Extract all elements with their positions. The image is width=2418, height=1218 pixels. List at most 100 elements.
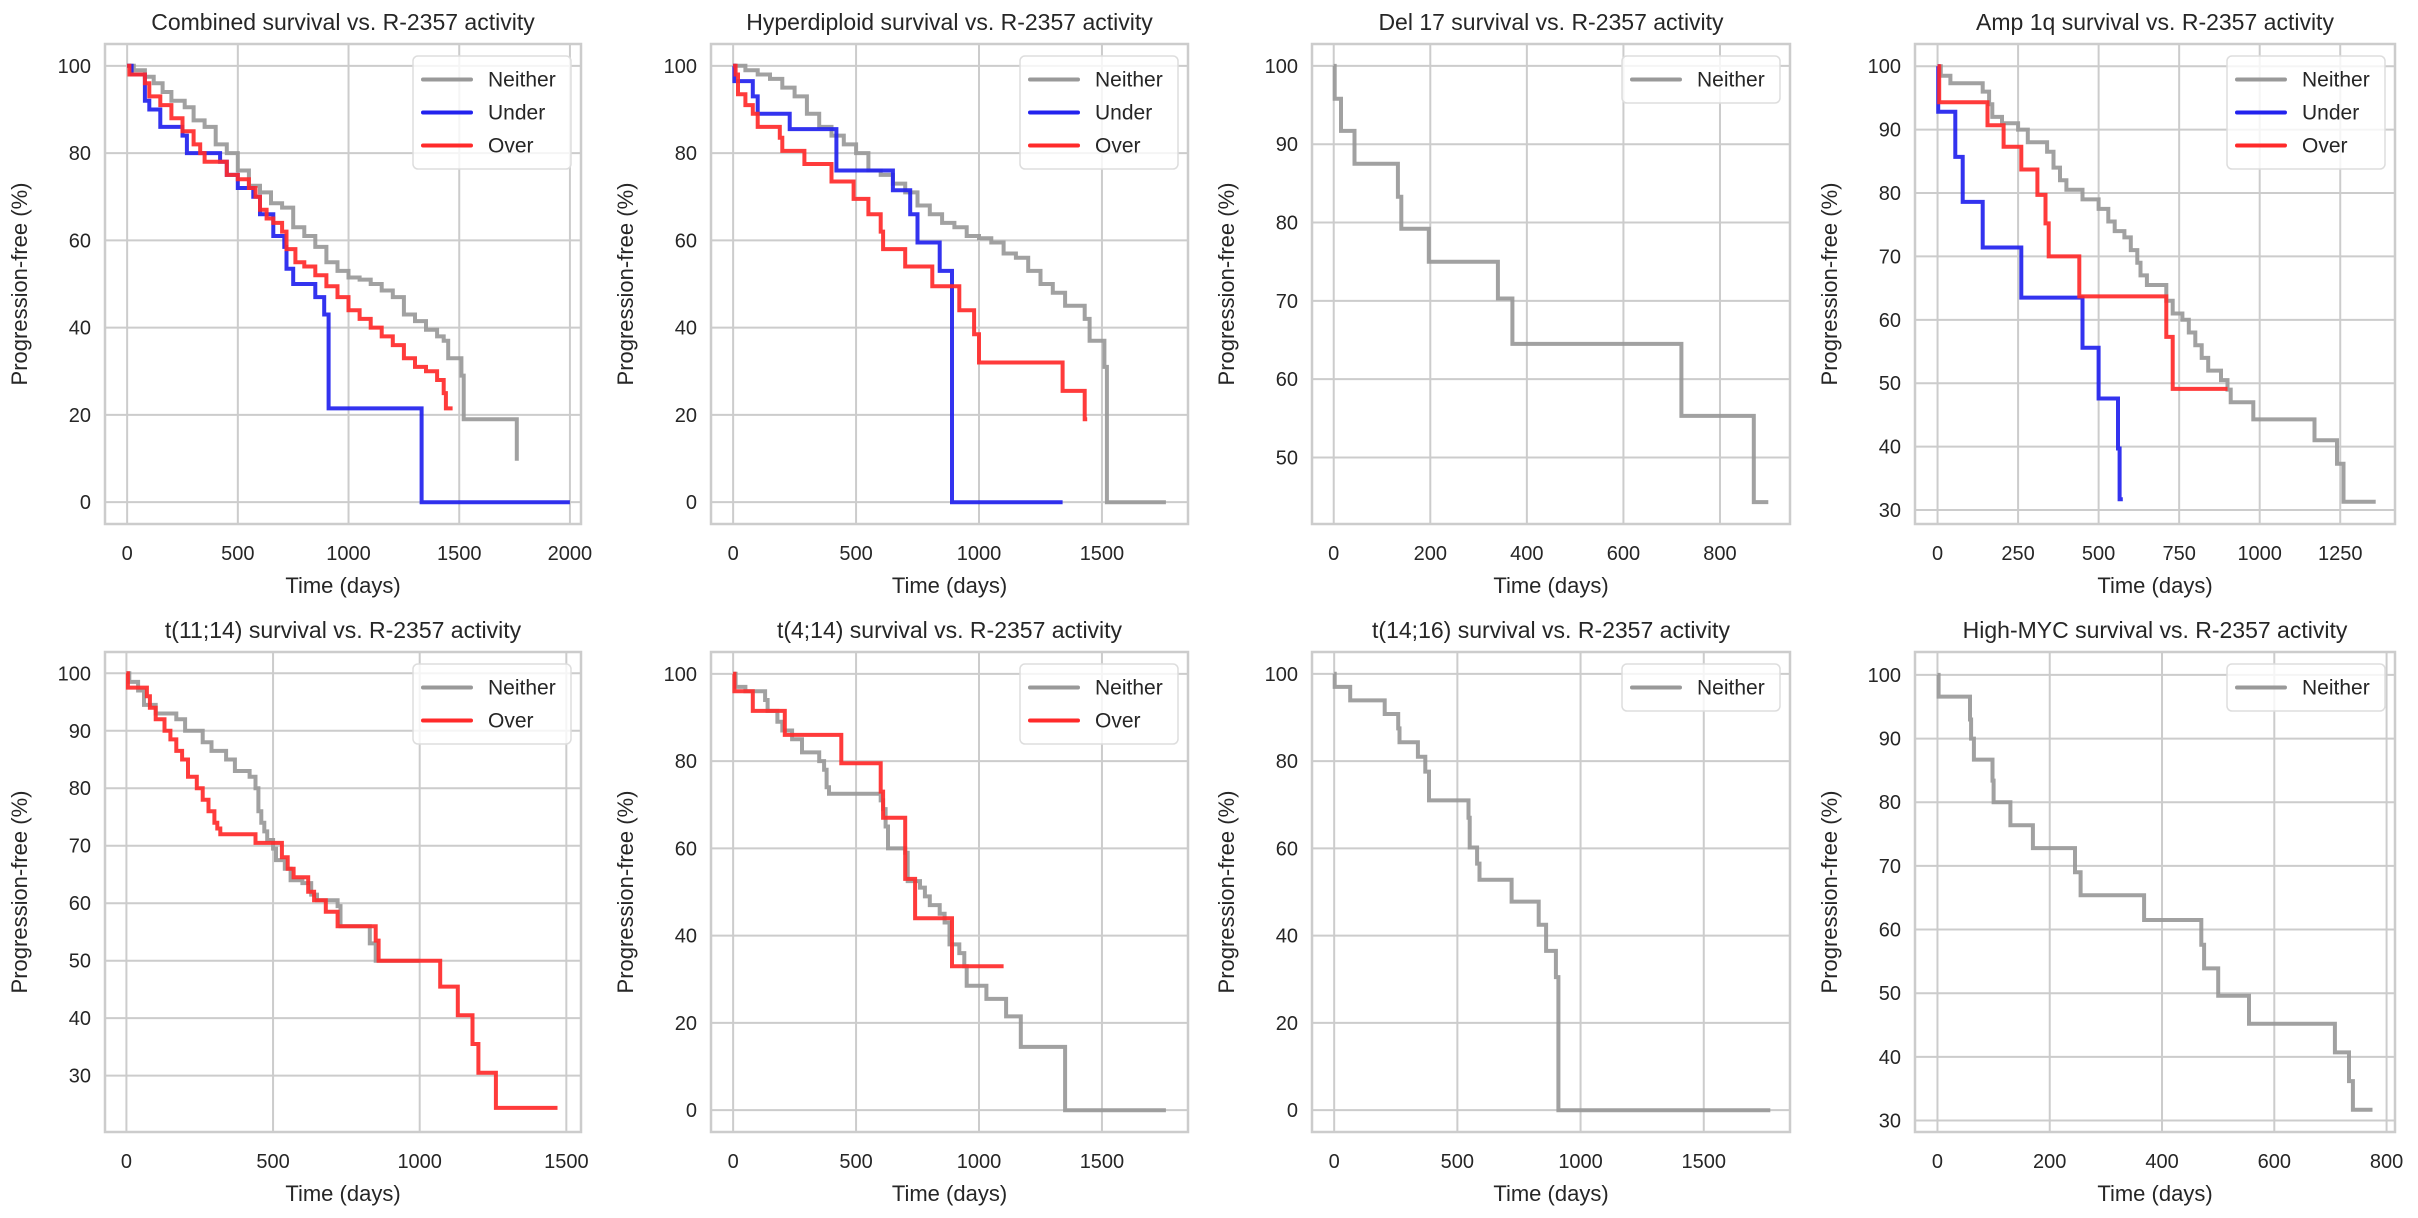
y-axis-label: Progression-free (%) [7,183,32,386]
legend-box [1621,55,1781,104]
x-tick-label: 0 [1328,543,1339,565]
y-tick-label: 100 [58,663,91,685]
y-axis-label: Progression-free (%) [1817,791,1842,994]
y-tick-label: 80 [675,143,697,165]
y-tick-label: 100 [1265,664,1298,686]
x-tick-label: 500 [256,1151,289,1173]
legend: Neither [2226,663,2386,712]
series-line-under [1936,64,2123,502]
series-line-under [732,63,1063,505]
legend-label-under: Under [2302,102,2359,125]
panel-t4-14: 0 500 1000 1500 0 20 40 60 80 100 t(4;14) survival… [613,617,1190,1206]
legend-box [1019,55,1179,170]
x-axis-label: Time (days) [892,1181,1007,1206]
x-tick-label: 0 [121,1151,132,1173]
x-tick-label: 1000 [2237,543,2282,565]
x-axis-label: Time (days) [285,1181,400,1206]
y-tick-label: 60 [1879,920,1901,942]
series-line-neither [1332,63,1769,505]
chart-title: High-MYC survival vs. R-2357 activity [1963,617,2348,643]
y-tick-label: 50 [1879,373,1901,395]
y-tick-label: 60 [675,230,697,252]
series-line-neither [127,63,519,461]
y-tick-label: 60 [1276,838,1298,860]
x-axis-label: Time (days) [2097,1181,2212,1206]
series-line-over [125,671,558,1110]
y-tick-label: 60 [1276,369,1298,391]
axes-frame [709,650,1190,1134]
x-tick-label: 2000 [548,543,593,565]
panel-amp1q: 0 250 500 750 1000 1250 30 40 50 60 70 80 90 100 Amp 1… [1817,9,2397,598]
x-tick-label: 1500 [544,1151,589,1173]
x-tick-label: 0 [728,543,739,565]
y-axis-label: Progression-free (%) [1214,183,1239,386]
y-axis-label: Progression-free (%) [613,183,638,386]
y-tick-label: 40 [1879,437,1901,459]
legend-label-under: Under [1095,102,1152,125]
chart-title: t(14;16) survival vs. R-2357 activity [1372,617,1730,643]
x-tick-label: 750 [2162,543,2195,565]
series-line-under [127,63,570,505]
legend-label-neither: Neither [1095,69,1163,92]
x-tick-label: 1500 [1080,543,1125,565]
y-tick-label: 90 [69,721,91,743]
series-line-neither [1332,671,1771,1113]
y-tick-label: 80 [675,751,697,773]
series-line-over [127,63,453,411]
axes-frame [709,42,1190,526]
axes-frame [1913,42,2397,526]
y-tick-label: 40 [675,318,697,340]
y-tick-label: 100 [1868,665,1901,687]
series-line-over [733,63,1088,422]
x-tick-label: 200 [1414,543,1447,565]
legend-label-over: Over [488,135,534,158]
legend-box [1621,663,1781,712]
y-tick-label: 90 [1276,134,1298,156]
x-tick-label: 500 [839,543,872,565]
y-tick-label: 80 [69,778,91,800]
x-tick-label: 800 [1703,543,1736,565]
x-tick-label: 400 [1510,543,1543,565]
legend-label-neither: Neither [1697,677,1765,700]
x-tick-label: 1000 [397,1151,442,1173]
y-tick-label: 80 [1879,792,1901,814]
y-tick-label: 100 [58,56,91,78]
y-tick-label: 20 [675,405,697,427]
y-tick-label: 20 [69,405,91,427]
x-tick-label: 1500 [437,543,482,565]
legend-box [2226,663,2386,712]
x-tick-label: 200 [2033,1151,2066,1173]
x-tick-label: 250 [2001,543,2034,565]
y-tick-label: 40 [1276,926,1298,948]
y-tick-label: 80 [1276,751,1298,773]
y-tick-label: 20 [675,1013,697,1035]
x-tick-label: 400 [2145,1151,2178,1173]
y-tick-label: 60 [1879,310,1901,332]
x-tick-label: 500 [1441,1151,1474,1173]
legend: Neither Under Over [412,55,572,170]
x-axis-label: Time (days) [1493,573,1608,598]
y-tick-label: 100 [664,56,697,78]
axes-frame [1310,650,1792,1134]
y-tick-label: 40 [675,926,697,948]
legend-label-over: Over [2302,135,2348,158]
x-tick-label: 500 [2082,543,2115,565]
x-tick-label: 1000 [1558,1151,1603,1173]
y-tick-label: 60 [675,838,697,860]
panel-t14-16: 0 500 1000 1500 0 20 40 60 80 100 t(14;16) surviva… [1214,617,1792,1206]
y-tick-label: 100 [1265,56,1298,78]
y-tick-label: 0 [686,492,697,514]
chart-title: t(4;14) survival vs. R-2357 activity [777,617,1123,643]
y-axis-label: Progression-free (%) [1214,791,1239,994]
y-tick-label: 70 [1879,246,1901,268]
x-tick-label: 600 [1607,543,1640,565]
y-tick-label: 30 [1879,1111,1901,1133]
x-tick-label: 1500 [1682,1151,1727,1173]
x-tick-label: 1000 [957,1151,1002,1173]
y-tick-label: 30 [69,1066,91,1088]
x-tick-label: 500 [221,543,254,565]
y-tick-label: 0 [80,492,91,514]
x-tick-label: 0 [1932,1151,1943,1173]
